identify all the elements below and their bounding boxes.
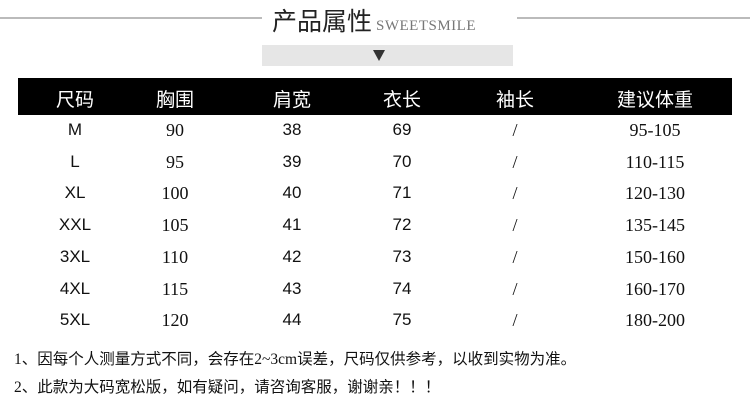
table-row: 5XL 120 44 75 / 180-200 [0,310,750,341]
table-cell: 160-170 [625,278,685,299]
section-title: 产品属性 SWEETSMILE [272,2,476,38]
table-cell: / [512,151,518,172]
title-brand: SWEETSMILE [376,18,477,34]
table-cell: 100 [161,183,189,204]
title-divider-right [517,17,750,19]
table-cell: 71 [392,183,412,203]
down-triangle-icon [373,50,385,61]
column-header: 尺码 [55,89,95,111]
table-cell: XL [64,183,86,203]
table-row: 3XL 110 42 73 / 150-160 [0,247,750,278]
table-cell: 110 [161,246,189,267]
table-cell: 73 [392,246,412,266]
column-header: 袖长 [495,89,535,111]
arrow-bar [262,45,513,66]
column-header: 建议体重 [616,89,694,111]
table-cell: 75 [392,310,412,330]
title-divider-left [0,17,262,19]
table-cell: XXL [58,215,92,235]
table-cell: 41 [282,215,302,235]
table-row: 4XL 115 43 74 / 160-170 [0,279,750,310]
table-cell: 115 [161,278,189,299]
table-cell: 3XL [59,246,91,266]
table-cell: 180-200 [625,310,685,331]
table-cell: 150-160 [625,246,685,267]
table-cell: / [512,278,518,299]
table-cell: M [67,120,83,139]
table-cell: 40 [282,183,302,203]
table-cell: / [512,310,518,331]
table-cell: 105 [161,215,189,236]
note-2: 2、此款为大码宽松版，如有疑问，请咨询客服，谢谢亲！！！ [14,379,441,396]
table-cell: 110-115 [625,151,685,172]
table-cell: 42 [282,246,302,266]
table-cell: 38 [282,120,302,139]
table-row: XXL 105 41 72 / 135-145 [0,215,750,246]
table-cell: / [512,120,518,140]
table-cell: / [512,215,518,236]
table-cell: 72 [392,215,412,235]
table-cell: 120-130 [625,183,685,204]
table-cell: 95 [166,151,184,172]
table-cell: 95-105 [629,120,681,140]
note-1: 1、因每个人测量方式不同，会存在2~3cm误差，尺码仅供参考，以收到实物为准。 [14,351,577,368]
table-cell: 69 [392,120,412,139]
table-cell: 135-145 [625,215,685,236]
table-cell: 44 [282,310,302,330]
column-header: 衣长 [382,89,422,111]
table-cell: / [512,246,518,267]
column-header: 胸围 [155,89,195,111]
column-header: 肩宽 [272,89,312,111]
table-cell: L [70,151,80,171]
table-cell: 90 [166,120,184,140]
table-cell: 43 [282,278,302,298]
table-row: M 90 38 69 / 95-105 [0,120,750,151]
table-cell: 70 [392,151,412,171]
table-row: L 95 39 70 / 110-115 [0,152,750,183]
table-cell: 4XL [59,278,91,298]
title-cn: 产品属性 [272,7,373,36]
table-cell: 5XL [59,310,91,330]
table-cell: / [512,183,518,204]
table-row: XL 100 40 71 / 120-130 [0,183,750,214]
table-cell: 74 [392,278,412,298]
table-cell: 39 [282,151,302,171]
table-header: 尺码 胸围 肩宽 衣长 袖长 建议体重 [18,78,732,115]
table-cell: 120 [161,310,189,331]
